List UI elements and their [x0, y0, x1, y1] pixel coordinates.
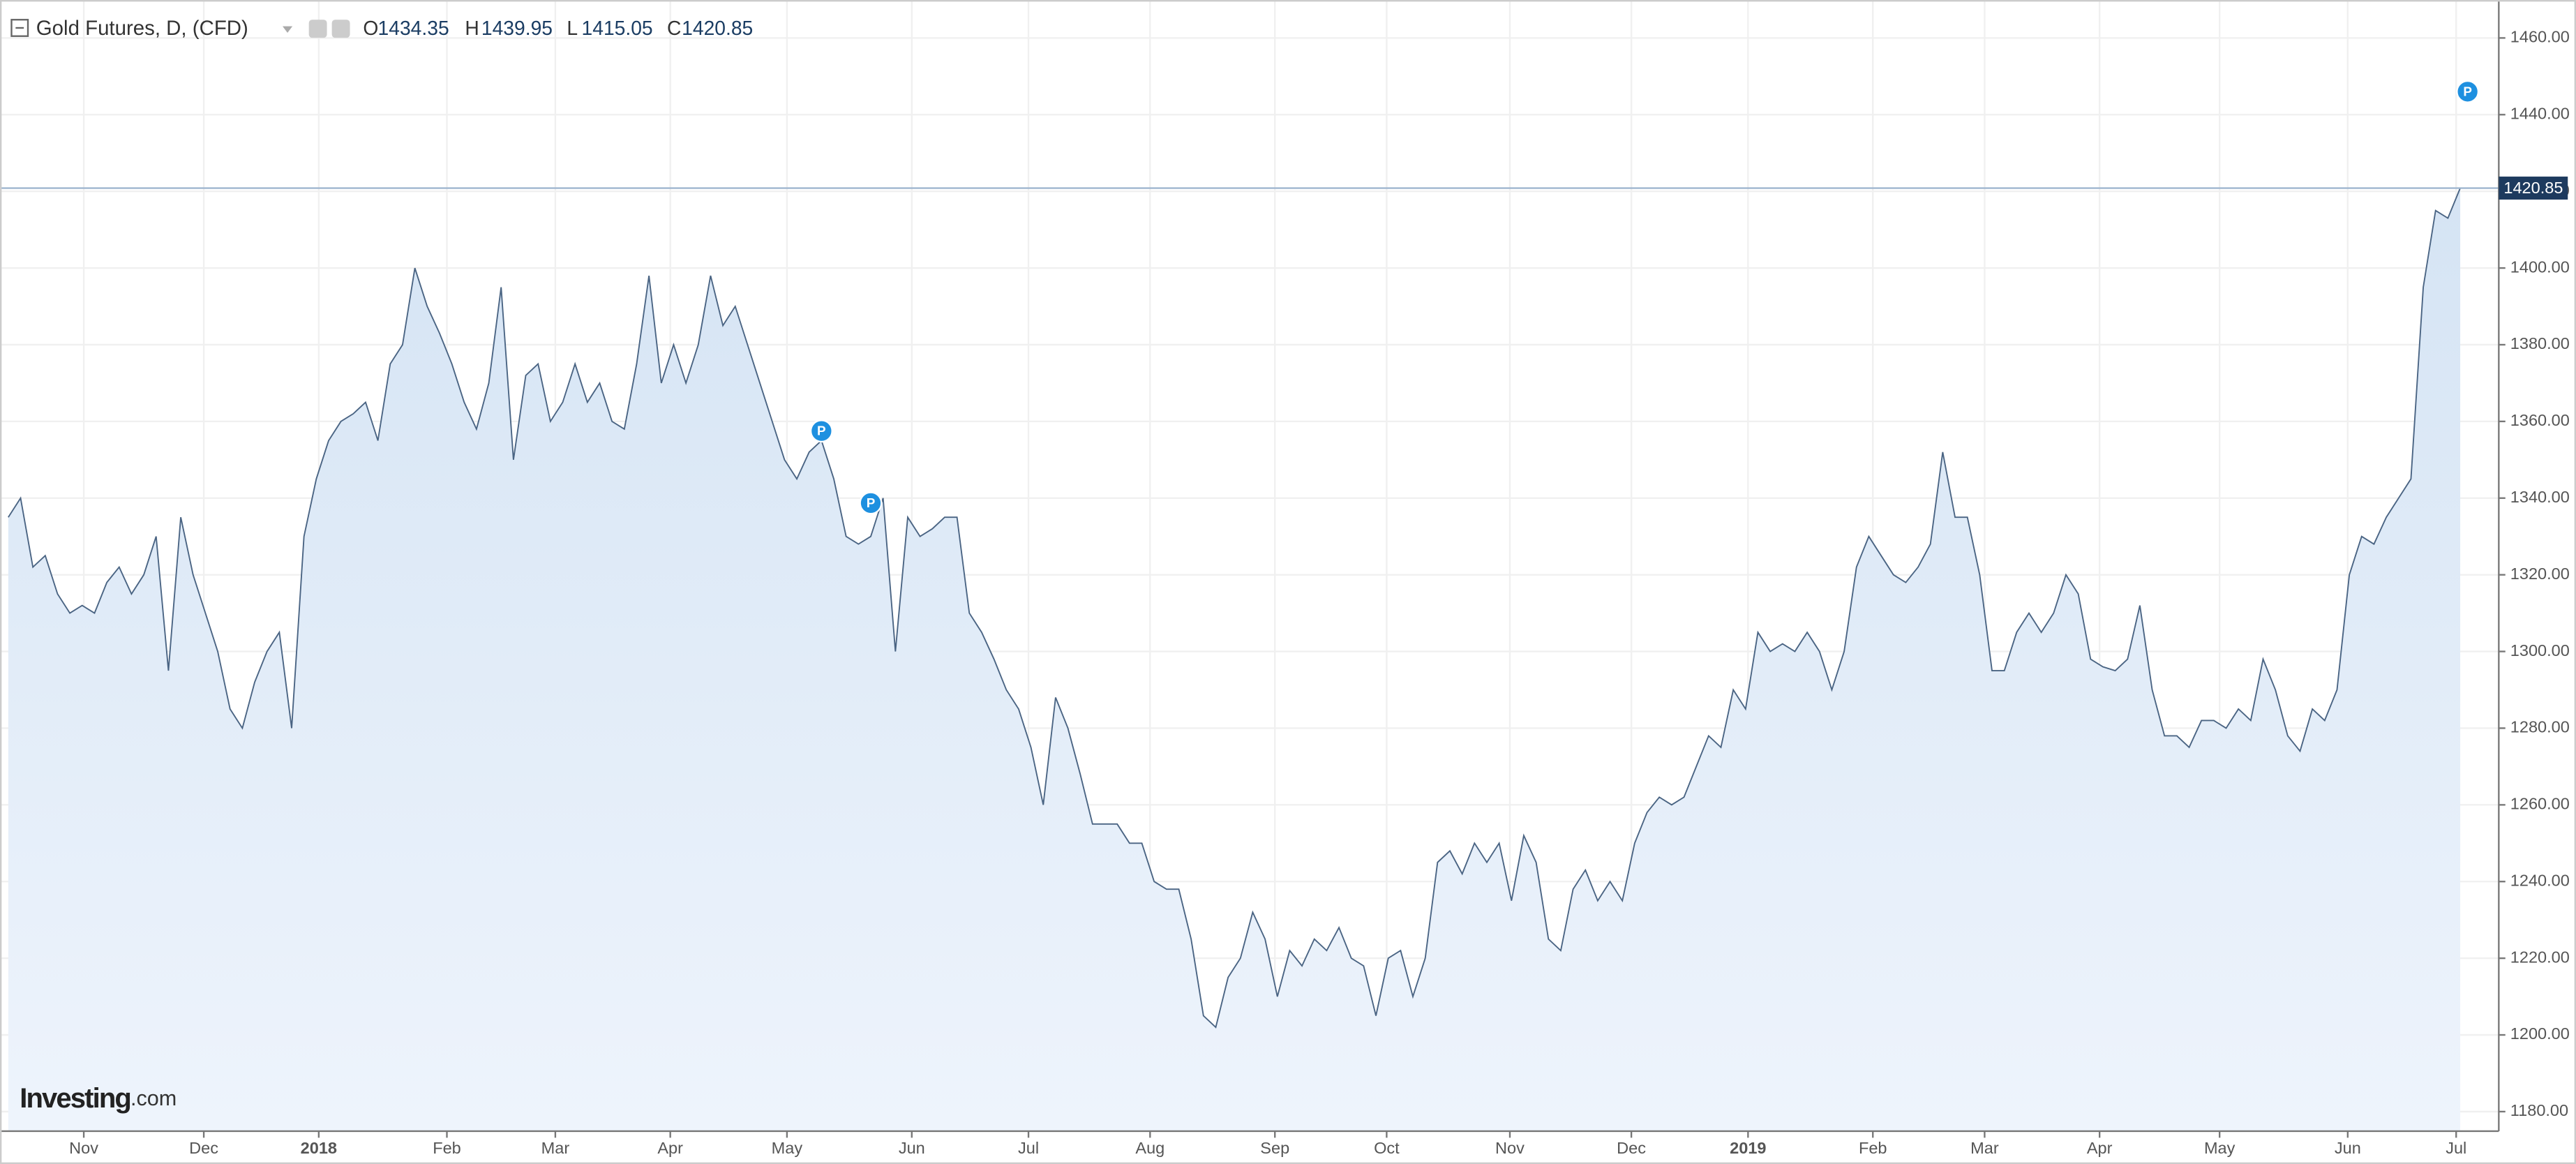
header: Gold Futures, D, (CFD) O 1434.35 H 1439.… — [10, 17, 753, 40]
logo: Investing.com — [20, 1083, 177, 1114]
logo-main: Investing.com — [20, 1083, 177, 1114]
settings-icon[interactable] — [308, 20, 327, 38]
x-tick-label: Nov — [69, 1139, 98, 1157]
event-marker-label: P — [867, 495, 876, 510]
high-value: 1439.95 — [481, 17, 553, 39]
x-tick-label: May — [2204, 1139, 2236, 1157]
x-tick-label: Dec — [189, 1139, 218, 1157]
open-label: O — [363, 17, 378, 39]
x-tick-label: Jul — [1018, 1139, 1039, 1157]
x-tick-label: 2019 — [1730, 1139, 1766, 1157]
event-marker — [809, 419, 833, 443]
open-value: 1434.35 — [378, 17, 449, 39]
y-tick-label: 1240.00 — [2510, 871, 2570, 889]
x-tick-label: Aug — [1135, 1139, 1165, 1157]
last-price-label: 1420.85 — [2503, 179, 2563, 197]
logo-main-text: Investing — [20, 1083, 130, 1114]
event-marker — [2456, 80, 2480, 103]
low-value: 1415.05 — [582, 17, 653, 39]
chart-title: Gold Futures, D, (CFD) — [36, 17, 248, 40]
collapse-icon[interactable] — [10, 19, 29, 37]
x-tick-label: Apr — [2087, 1139, 2113, 1157]
x-tick-label: Mar — [541, 1139, 570, 1157]
y-tick-label: 1340.00 — [2510, 488, 2570, 506]
low-label: L — [567, 17, 578, 39]
y-tick-label: 1220.00 — [2510, 948, 2570, 966]
price-area — [8, 188, 2461, 1131]
x-tick-label: Oct — [1374, 1139, 1400, 1157]
x-tick-label: Apr — [657, 1139, 683, 1157]
dropdown-arrow[interactable] — [282, 26, 293, 33]
plot-area: P P P — [0, 80, 2499, 1131]
x-tick-label: Feb — [433, 1139, 461, 1157]
x-tick-label: 2018 — [301, 1139, 337, 1157]
y-tick-label: 1460.00 — [2510, 28, 2570, 46]
y-tick-label: 1320.00 — [2510, 565, 2570, 583]
y-tick-label: 1180.00 — [2510, 1101, 2568, 1119]
y-tick-label: 1360.00 — [2510, 411, 2570, 429]
close-value: 1420.85 — [682, 17, 753, 39]
x-tick-label: Dec — [1617, 1139, 1646, 1157]
high-label: H — [465, 17, 479, 39]
x-tick-label: Jun — [899, 1139, 925, 1157]
x-tick-label: Sep — [1260, 1139, 1289, 1157]
y-tick-label: 1200.00 — [2510, 1024, 2570, 1043]
x-tick-label: Mar — [1970, 1139, 1999, 1157]
remove-icon[interactable] — [331, 20, 350, 38]
y-tick-label: 1400.00 — [2510, 258, 2570, 276]
y-tick-label: 1380.00 — [2510, 334, 2570, 352]
x-tick-label: Nov — [1495, 1139, 1525, 1157]
last-price-tag — [2499, 177, 2568, 200]
x-tick-label: Feb — [1859, 1139, 1887, 1157]
x-tick-label: May — [772, 1139, 803, 1157]
logo-suffix: .com — [130, 1087, 177, 1110]
y-tick-label: 1440.00 — [2510, 105, 2570, 123]
price-line — [8, 188, 2461, 1029]
event-marker — [859, 491, 883, 515]
y-tick-label: 1260.00 — [2510, 795, 2570, 813]
close-label: C — [667, 17, 681, 39]
y-tick-label: 1300.00 — [2510, 641, 2570, 659]
event-marker-label: P — [817, 424, 826, 438]
y-tick-label: 1280.00 — [2510, 718, 2570, 736]
x-tick-label: Jun — [2335, 1139, 2361, 1157]
event-marker-label: P — [2463, 84, 2472, 98]
x-tick-label: Jul — [2446, 1139, 2466, 1157]
